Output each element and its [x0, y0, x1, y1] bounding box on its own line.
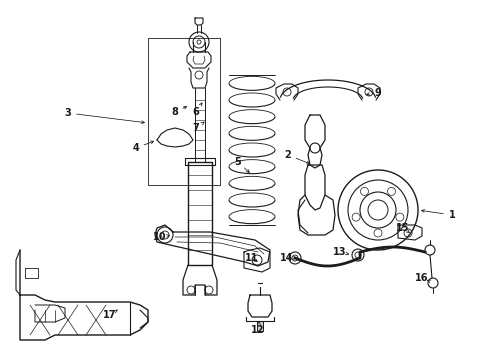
Text: 5: 5: [235, 157, 242, 167]
Text: 9: 9: [375, 88, 381, 98]
Text: 14: 14: [280, 253, 294, 263]
Text: 2: 2: [285, 150, 292, 160]
Text: 13: 13: [333, 247, 347, 257]
Text: 11: 11: [245, 253, 259, 263]
Text: 7: 7: [193, 123, 199, 133]
Text: 12: 12: [251, 325, 265, 335]
Text: 10: 10: [153, 232, 167, 242]
Text: 15: 15: [396, 223, 410, 233]
Text: 1: 1: [449, 210, 455, 220]
Text: 16: 16: [415, 273, 429, 283]
Text: 6: 6: [193, 107, 199, 117]
Text: 8: 8: [172, 107, 178, 117]
Text: 17: 17: [103, 310, 117, 320]
Text: 4: 4: [133, 143, 139, 153]
Text: 3: 3: [65, 108, 72, 118]
